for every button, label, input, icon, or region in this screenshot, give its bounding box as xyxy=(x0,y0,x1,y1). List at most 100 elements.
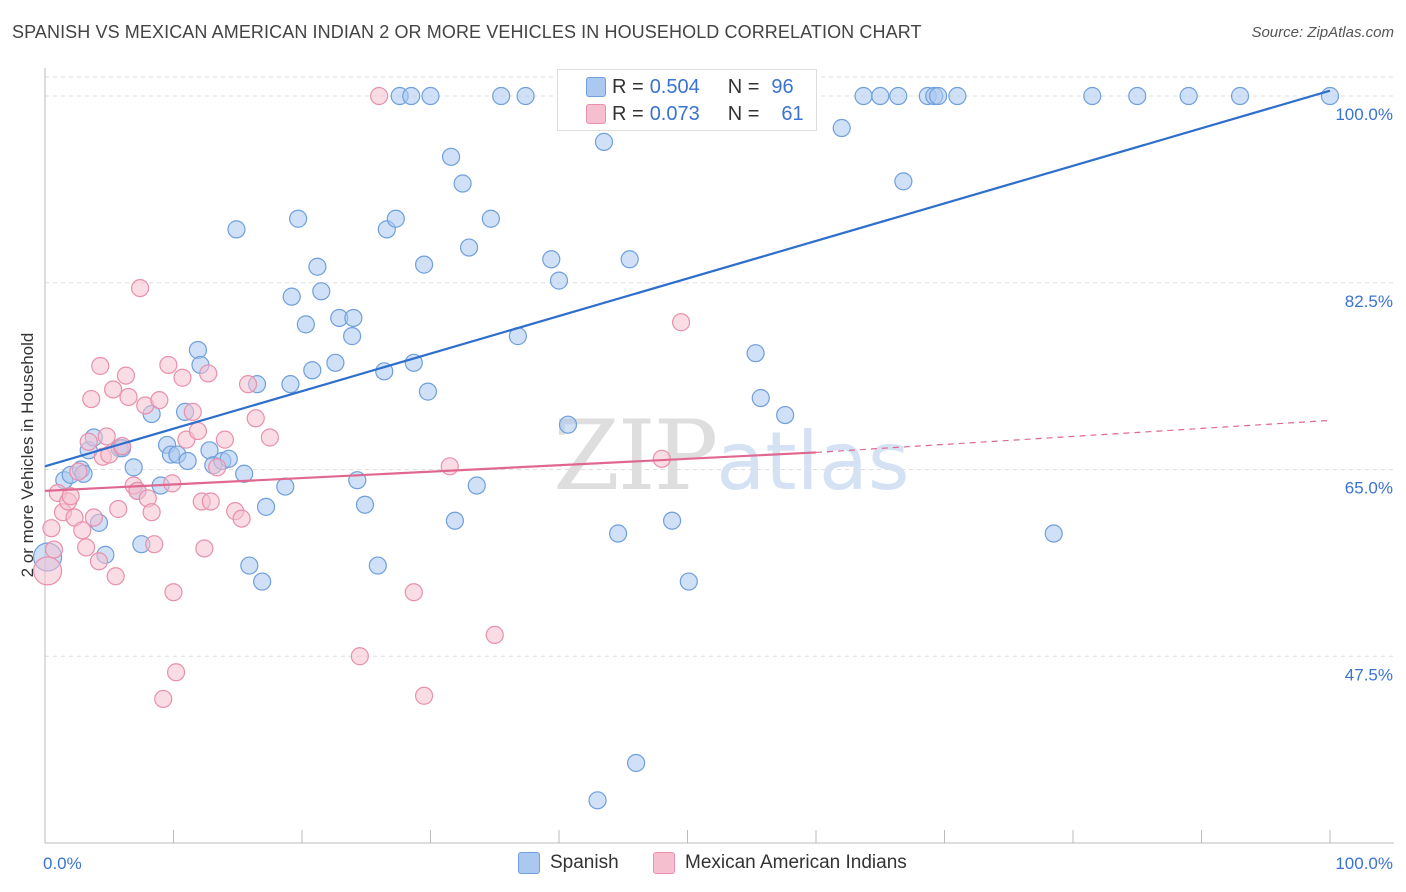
mai-point xyxy=(238,375,258,394)
r-label-spanish: R = xyxy=(612,75,644,98)
mai-point xyxy=(183,402,202,421)
spanish-point xyxy=(871,86,890,106)
mai-point xyxy=(42,519,61,538)
mai-point xyxy=(104,380,123,399)
spanish-point xyxy=(854,86,873,106)
bottom-legend: Spanish Mexican American Indians xyxy=(0,850,1406,880)
mai-point xyxy=(61,487,80,506)
n-value-mai: 61 xyxy=(781,102,804,125)
x-tick-label-max: 100.0% xyxy=(1335,854,1393,873)
mai-point xyxy=(82,389,101,409)
spanish-point xyxy=(414,255,434,274)
spanish-point xyxy=(492,86,511,106)
mai-point xyxy=(414,686,434,705)
spanish-point xyxy=(253,572,272,591)
spanish-point xyxy=(368,556,387,575)
mai-point xyxy=(350,647,369,666)
mai-point xyxy=(91,356,110,376)
spanish-trend-line xyxy=(44,89,1331,468)
spanish-point xyxy=(453,174,472,193)
correlation-legend: R = 0.504 N = 96 R = 0.073 N = 61 xyxy=(557,69,817,131)
spanish-point xyxy=(832,118,851,138)
mai-point xyxy=(215,430,234,449)
spanish-point xyxy=(296,315,315,334)
mai-point xyxy=(370,86,389,106)
y-tick-label: 100.0% xyxy=(1335,105,1393,124)
spanish-point xyxy=(282,287,301,306)
spanish-point xyxy=(1083,86,1102,106)
mai-point xyxy=(69,462,88,481)
spanish-point xyxy=(516,86,535,106)
mai-point xyxy=(201,492,220,511)
mai-point xyxy=(671,313,691,332)
n-label-mai: N = xyxy=(727,102,760,125)
spanish-point xyxy=(124,458,143,477)
mai-point xyxy=(173,368,192,387)
mai-point xyxy=(106,567,125,586)
spanish-point xyxy=(421,86,440,106)
spanish-point xyxy=(459,238,479,257)
r-label-mai: R = xyxy=(612,102,644,125)
chart-title: SPANISH VS MEXICAN AMERICAN INDIAN 2 OR … xyxy=(12,22,922,42)
n-value-spanish: 96 xyxy=(771,75,794,98)
mai-trend-line-dashed xyxy=(815,419,1331,454)
n-label-spanish: N = xyxy=(727,75,760,98)
legend-item-mai[interactable]: Mexican American Indians xyxy=(653,852,907,874)
spanish-swatch xyxy=(586,77,606,97)
spanish-point xyxy=(355,495,375,514)
spanish-point xyxy=(1128,86,1147,106)
spanish-point xyxy=(776,405,795,425)
mai-trend-line-solid xyxy=(44,451,817,492)
spanish-point xyxy=(227,220,246,239)
spanish-point xyxy=(303,361,322,380)
y-tick-label: 47.5% xyxy=(1345,665,1393,684)
y-tick-label: 82.5% xyxy=(1345,292,1393,311)
spanish-point xyxy=(948,86,967,106)
spanish-point xyxy=(481,209,500,228)
legend-label-spanish: Spanish xyxy=(550,852,619,873)
spanish-point xyxy=(308,257,327,276)
mai-point xyxy=(130,278,150,298)
spanish-point xyxy=(281,375,300,394)
spanish-point xyxy=(235,464,254,483)
legend-label-mai: Mexican American Indians xyxy=(685,852,907,873)
mai-point xyxy=(84,508,103,527)
y-tick-label: 65.0% xyxy=(1345,479,1393,498)
legend-item-spanish[interactable]: Spanish xyxy=(518,852,619,874)
spanish-point xyxy=(178,451,197,471)
mai-point xyxy=(116,366,136,385)
spanish-point xyxy=(289,209,308,228)
spanish-point xyxy=(188,340,208,360)
mai-point xyxy=(485,625,504,645)
mai-point xyxy=(208,458,227,477)
watermark: ZIPatlas xyxy=(553,400,910,512)
spanish-point xyxy=(620,250,639,269)
legend-swatch-spanish xyxy=(518,852,540,874)
mai-point xyxy=(77,538,96,557)
mai-point xyxy=(109,499,128,519)
mai-point xyxy=(119,387,138,407)
mai-point xyxy=(97,427,116,446)
spanish-point xyxy=(751,388,770,408)
spanish-point xyxy=(594,132,614,151)
spanish-point xyxy=(1230,86,1250,106)
spanish-point xyxy=(588,791,607,810)
spanish-point xyxy=(402,86,421,106)
mai-point xyxy=(199,364,218,383)
spanish-point xyxy=(542,250,561,269)
r-value-mai: 0.073 xyxy=(649,102,700,125)
spanish-point xyxy=(549,271,569,290)
mai-point xyxy=(32,556,63,586)
spanish-point xyxy=(609,524,628,543)
mai-point xyxy=(150,391,169,410)
spanish-point xyxy=(467,476,486,495)
legend-swatch-mai xyxy=(653,852,675,874)
spanish-point xyxy=(418,382,438,401)
spanish-point xyxy=(276,477,295,496)
mai-point xyxy=(44,540,64,559)
spanish-point xyxy=(344,308,363,328)
spanish-point xyxy=(445,511,465,530)
spanish-point xyxy=(326,353,345,372)
watermark-zip: ZIP xyxy=(553,400,718,512)
